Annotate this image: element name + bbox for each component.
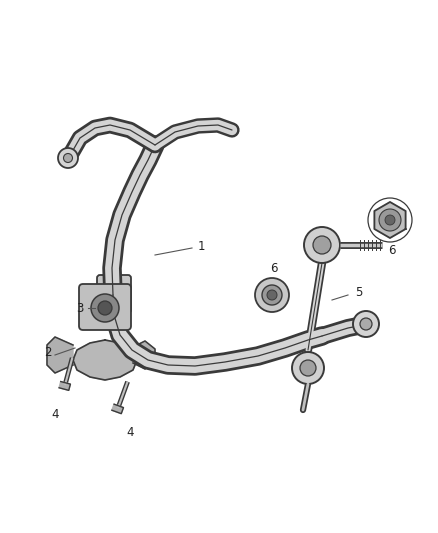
Text: 1: 1 bbox=[198, 239, 205, 253]
Circle shape bbox=[64, 154, 73, 163]
Circle shape bbox=[58, 148, 78, 168]
Circle shape bbox=[91, 294, 119, 322]
Circle shape bbox=[385, 215, 395, 225]
Circle shape bbox=[300, 360, 316, 376]
Text: 2: 2 bbox=[44, 346, 52, 359]
Polygon shape bbox=[112, 404, 124, 414]
Polygon shape bbox=[59, 382, 71, 390]
Circle shape bbox=[379, 209, 401, 231]
Circle shape bbox=[304, 227, 340, 263]
Polygon shape bbox=[133, 341, 155, 369]
Circle shape bbox=[255, 278, 289, 312]
FancyBboxPatch shape bbox=[97, 275, 131, 313]
FancyBboxPatch shape bbox=[79, 284, 131, 330]
Circle shape bbox=[313, 236, 331, 254]
Text: 3: 3 bbox=[76, 302, 84, 314]
Circle shape bbox=[360, 318, 372, 330]
Polygon shape bbox=[374, 202, 406, 238]
Text: 4: 4 bbox=[51, 408, 59, 422]
Polygon shape bbox=[47, 337, 73, 373]
Circle shape bbox=[267, 290, 277, 300]
Circle shape bbox=[98, 301, 112, 315]
Circle shape bbox=[262, 285, 282, 305]
Text: 5: 5 bbox=[355, 287, 362, 300]
Circle shape bbox=[353, 311, 379, 337]
Text: 6: 6 bbox=[270, 262, 278, 276]
Text: 4: 4 bbox=[126, 425, 134, 439]
Polygon shape bbox=[73, 340, 137, 380]
Circle shape bbox=[292, 352, 324, 384]
Text: 6: 6 bbox=[388, 244, 396, 256]
